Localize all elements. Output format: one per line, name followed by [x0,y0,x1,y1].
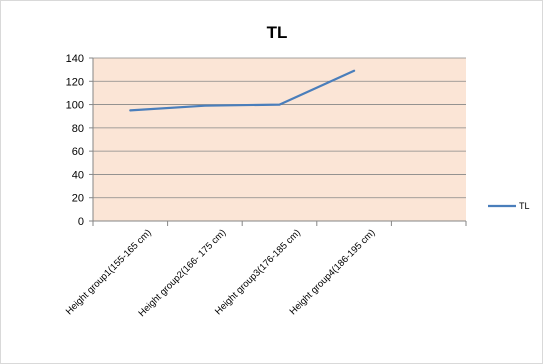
series-lines [129,69,356,112]
series-line-TL [129,69,356,112]
axes [89,57,467,226]
plot-area [93,58,466,221]
x-tick-label: Height group2(166- 175 cm) [137,227,229,319]
y-tick-label: 20 [72,193,84,205]
chart-title: TL [267,23,288,42]
legend-label: TL [519,201,530,211]
x-tick-label: Height group3(176-185 cm) [213,227,303,317]
y-tick-label: 140 [66,53,84,65]
x-tick-label: Height group4(186-195 cm) [288,227,378,317]
y-axis-tick-labels: 0 20 40 60 80 100 120 140 [66,53,84,228]
y-tick-label: 0 [78,216,84,228]
x-tick-label: Height group1(155-165 cm) [64,227,154,317]
y-tick-label: 60 [72,146,84,158]
y-tick-label: 80 [72,123,84,135]
y-tick-label: 40 [72,169,84,181]
legend: TL [488,201,530,211]
y-tick-label: 100 [66,100,84,112]
x-axis-tick-labels: Height group1(155-165 cm)Height group2(1… [64,227,378,319]
y-tick-label: 120 [66,76,84,88]
